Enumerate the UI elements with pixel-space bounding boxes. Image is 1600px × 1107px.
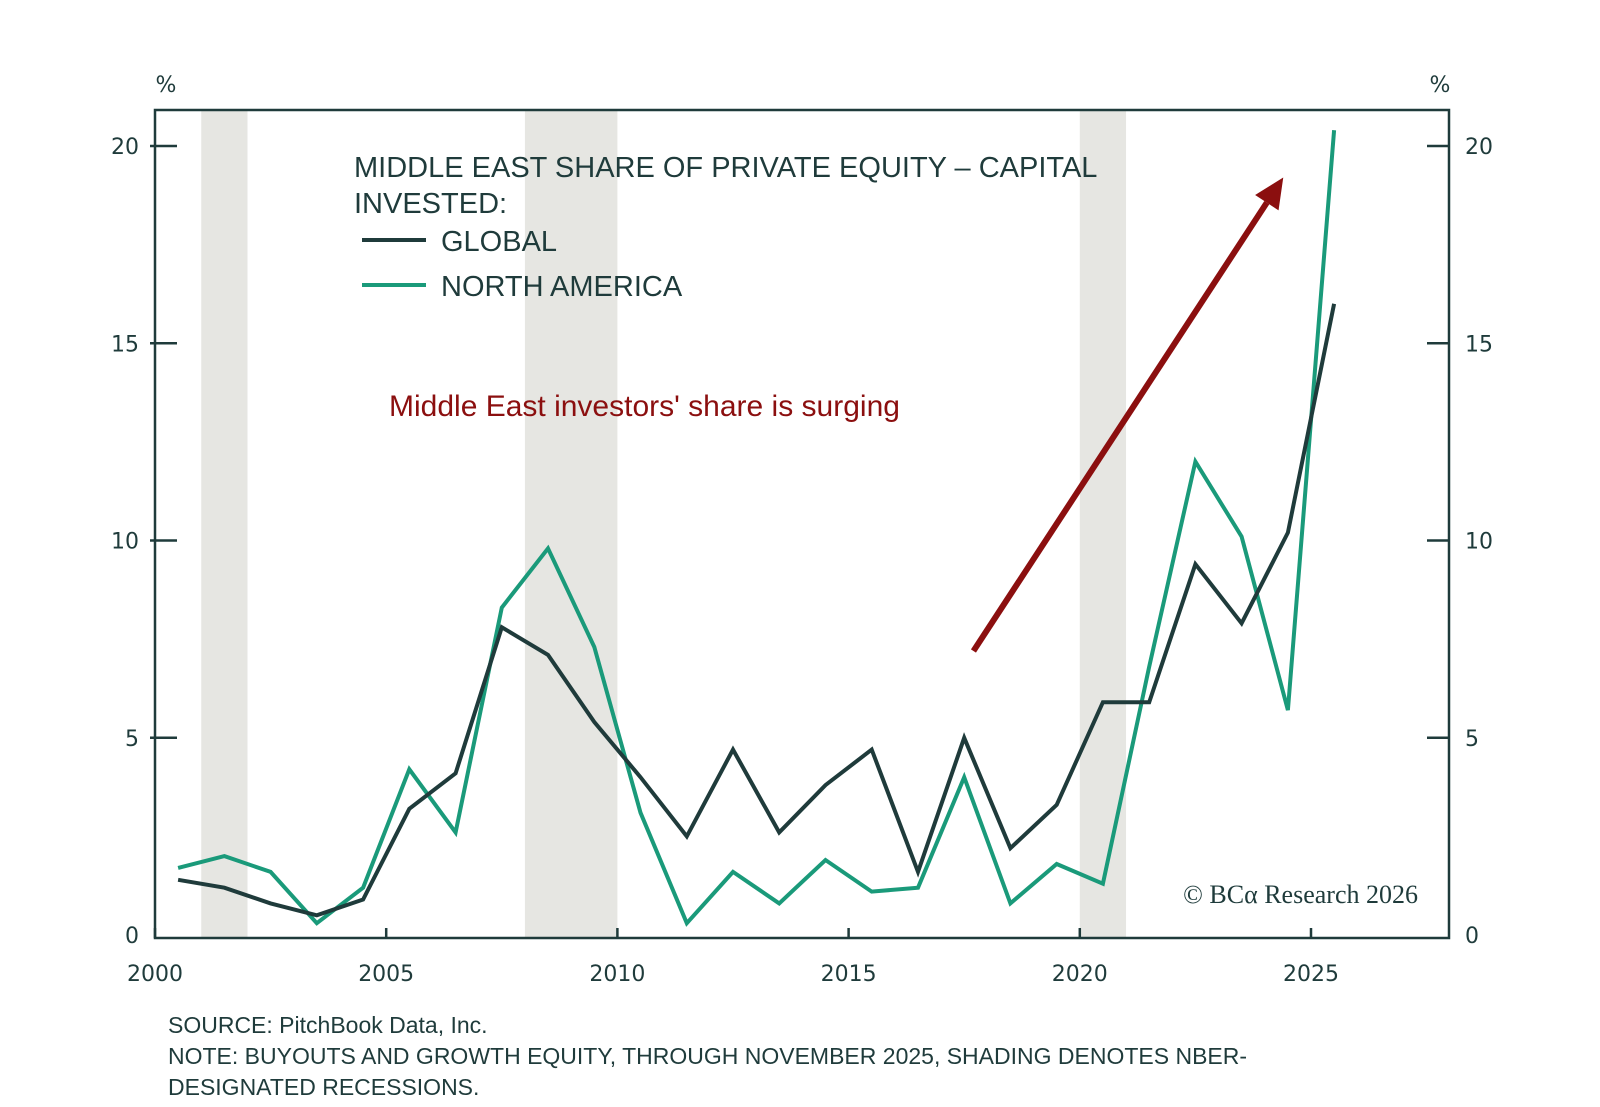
y-tick-label-left-0: 0 xyxy=(125,924,139,949)
y-tick-label-right-20: 20 xyxy=(1465,135,1493,160)
recession-band-1 xyxy=(524,110,618,938)
note-line-2: DESIGNATED RECESSIONS. xyxy=(168,1074,480,1100)
y-tick-label-right-5: 5 xyxy=(1465,727,1479,752)
y-unit-right: % xyxy=(1430,73,1451,98)
chart-title-line-2: INVESTED: xyxy=(354,188,507,220)
x-tick-label-2010: 2010 xyxy=(589,962,645,987)
x-tick-label-2005: 2005 xyxy=(358,962,414,987)
arrow-head xyxy=(1255,177,1284,211)
y-tick-label-left-20: 20 xyxy=(111,135,139,160)
note-line-1: NOTE: BUYOUTS AND GROWTH EQUITY, THROUGH… xyxy=(168,1043,1248,1069)
chart-title-line-1: MIDDLE EAST SHARE OF PRIVATE EQUITY – CA… xyxy=(354,152,1097,184)
legend: GLOBAL NORTH AMERICA xyxy=(362,226,683,303)
series-line-north-america xyxy=(177,130,1337,927)
footer: SOURCE: PitchBook Data, Inc. NOTE: BUYOU… xyxy=(168,1010,1468,1103)
y-tick-label-left-10: 10 xyxy=(111,530,139,555)
copyright-text: © BCα Research 2026 xyxy=(1183,880,1418,909)
y-unit-left: % xyxy=(156,73,177,98)
annotation-text: Middle East investors' share is surging xyxy=(389,390,900,423)
trend-arrow xyxy=(970,177,1284,653)
x-tick-label-2025: 2025 xyxy=(1283,962,1339,987)
series-lines xyxy=(177,130,1337,927)
recession-band-0 xyxy=(201,110,248,938)
x-tick-label-2000: 2000 xyxy=(127,962,183,987)
recession-shading xyxy=(201,110,1127,938)
y-tick-label-right-0: 0 xyxy=(1465,924,1479,949)
y-tick-label-right-10: 10 xyxy=(1465,530,1493,555)
legend-label-north-america: NORTH AMERICA xyxy=(441,271,683,303)
recession-band-2 xyxy=(1079,110,1127,938)
source-note: SOURCE: PitchBook Data, Inc. xyxy=(168,1012,488,1038)
x-tick-label-2020: 2020 xyxy=(1052,962,1108,987)
arrow-shaft xyxy=(970,201,1270,653)
y-tick-label-right-15: 15 xyxy=(1465,332,1493,357)
plot-frame xyxy=(153,108,1451,940)
x-tick-label-2015: 2015 xyxy=(821,962,877,987)
legend-label-global: GLOBAL xyxy=(441,226,557,258)
y-tick-label-left-5: 5 xyxy=(125,727,139,752)
y-tick-label-left-15: 15 xyxy=(111,332,139,357)
series-line-global xyxy=(177,303,1337,918)
